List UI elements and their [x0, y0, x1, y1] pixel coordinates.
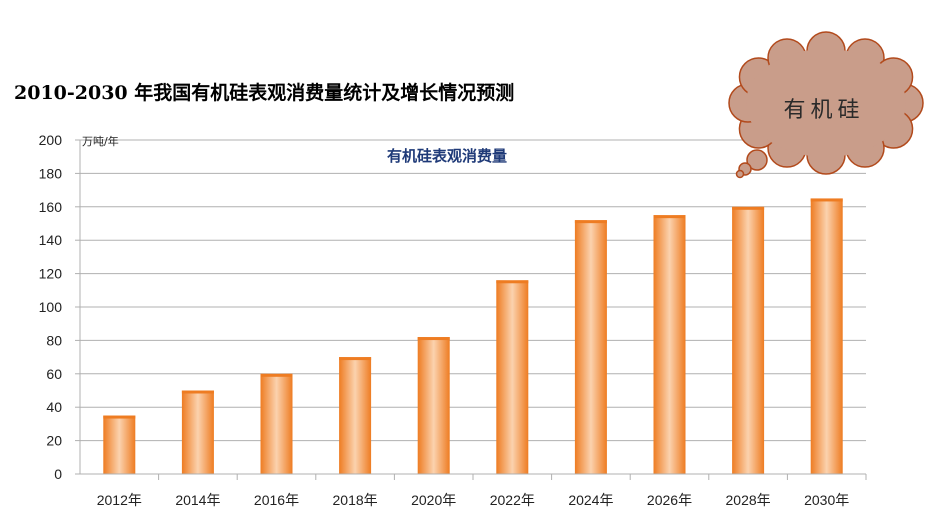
x-tick-label: 2020年: [411, 492, 456, 508]
x-tick-label: 2018年: [333, 492, 378, 508]
y-tick-label: 100: [39, 299, 63, 315]
bar-cap: [260, 373, 293, 377]
x-tick-label: 2024年: [568, 492, 613, 508]
bar-cap: [653, 215, 686, 219]
y-tick-label: 120: [39, 266, 63, 282]
cloud-shape: [728, 31, 924, 175]
bar-cap: [181, 390, 214, 394]
page-title: 2010-2030 年我国有机硅表观消费量统计及增长情况预测: [14, 82, 515, 104]
bar-cap: [496, 280, 529, 284]
bar: [732, 206, 765, 475]
x-tick-label: 2026年: [647, 492, 692, 508]
y-tick-label: 0: [54, 466, 62, 482]
y-tick-label: 200: [39, 132, 63, 148]
cloud-bubble: [735, 169, 745, 179]
cloud-label: 有机硅: [783, 98, 864, 123]
x-tick-label: 2014年: [175, 492, 220, 508]
cloud-body: [746, 49, 906, 157]
bar: [417, 337, 450, 474]
bar: [810, 198, 843, 474]
chart-title: 有机硅表观消费量: [387, 147, 507, 165]
bar-cap: [810, 198, 843, 202]
bar-cap: [339, 357, 372, 361]
bar: [339, 357, 372, 474]
bar: [653, 215, 686, 474]
bar-cap: [417, 337, 450, 341]
x-axis: 2012年 2014年 2016年 2018年 2020年 2022年 2024年 2026年…: [80, 473, 867, 508]
thought-cloud: 有机硅: [728, 31, 924, 179]
bar: [103, 415, 136, 474]
y-tick-label: 60: [46, 366, 62, 382]
y-tick-label: 20: [46, 433, 62, 449]
x-tick-label: 2028年: [726, 492, 771, 508]
x-tick-label: 2022年: [490, 492, 535, 508]
y-tick-label: 80: [46, 332, 62, 348]
y-axis: 0 20 40 60 80 100 120 140 160 180 200: [39, 132, 81, 482]
bar: [260, 373, 293, 474]
y-axis-unit-label: 万吨/年: [82, 134, 119, 148]
y-tick-label: 140: [39, 232, 63, 248]
y-tick-label: 40: [46, 399, 62, 415]
cloud-bubble: [746, 149, 768, 171]
bar: [496, 280, 529, 474]
bars: [103, 198, 843, 475]
x-tick-label: 2012年: [97, 492, 142, 508]
y-tick-label: 160: [39, 199, 63, 215]
bar: [574, 220, 607, 474]
x-tick-label: 2016年: [254, 492, 299, 508]
y-tick-label: 180: [39, 165, 63, 181]
x-tick-label: 2030年: [804, 492, 849, 508]
bar-cap: [574, 220, 607, 224]
bar-cap: [103, 415, 136, 419]
bar: [181, 390, 214, 474]
bar-cap: [732, 206, 765, 210]
